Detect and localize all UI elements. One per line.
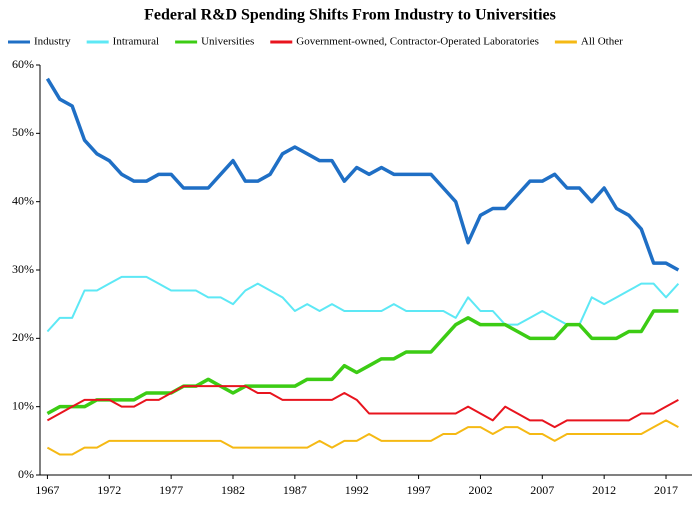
series-line	[46, 385, 679, 429]
y-tick-label: 60%	[12, 57, 34, 71]
y-tick-label: 50%	[12, 125, 34, 139]
legend-label: Government-owned, Contractor-Operated La…	[296, 36, 539, 48]
y-tick-label: 40%	[12, 193, 34, 207]
y-tick-label: 20%	[12, 330, 34, 344]
x-tick-label: 2002	[468, 483, 492, 497]
x-tick-label: 2017	[654, 483, 678, 497]
y-tick-label: 0%	[18, 467, 34, 481]
x-tick-label: 1982	[221, 483, 245, 497]
x-tick-label: 1972	[97, 483, 121, 497]
x-tick-label: 1987	[283, 483, 307, 497]
legend-label: Industry	[34, 36, 71, 48]
series-line	[46, 419, 679, 456]
legend-label: Universities	[201, 36, 254, 48]
y-tick-label: 10%	[12, 398, 34, 412]
y-tick-label: 30%	[12, 262, 34, 276]
legend-label: Intramural	[113, 36, 159, 48]
x-tick-label: 2012	[592, 483, 616, 497]
x-tick-label: 1967	[35, 483, 59, 497]
x-tick-label: 1992	[345, 483, 369, 497]
x-tick-label: 1977	[159, 483, 183, 497]
series-line	[46, 275, 680, 333]
series-line	[46, 309, 679, 416]
series-line	[45, 77, 680, 272]
x-tick-label: 2007	[530, 483, 554, 497]
x-tick-label: 1997	[407, 483, 431, 497]
chart-title: Federal R&D Spending Shifts From Industr…	[144, 7, 556, 24]
legend-label: All Other	[581, 36, 623, 48]
